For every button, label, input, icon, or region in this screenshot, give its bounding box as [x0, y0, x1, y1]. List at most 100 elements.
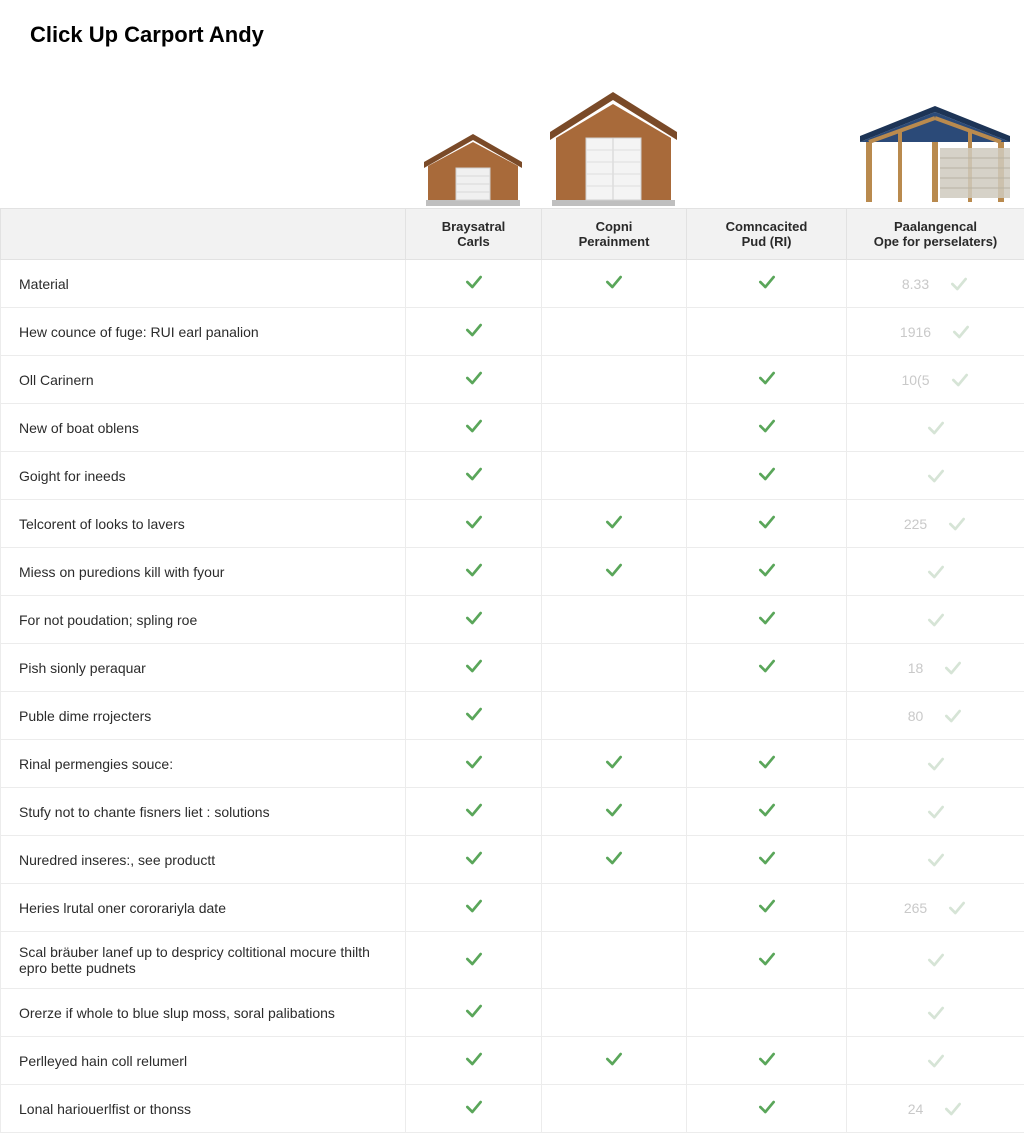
cell-col-2 [542, 1085, 687, 1133]
product-image-1 [405, 128, 541, 208]
cell-col-1 [406, 596, 542, 644]
check-icon [757, 608, 777, 628]
table-row: Lonal hariouerlfist or thonss24 [1, 1085, 1024, 1133]
check-icon [604, 752, 624, 772]
cell-col-2 [542, 308, 687, 356]
cell-col-4-value: 8.33 [902, 276, 929, 292]
cell-col-3 [687, 788, 847, 836]
check-icon [464, 1049, 484, 1069]
header-col-2-line1: Copni [596, 219, 633, 234]
cell-col-4: 225 [847, 500, 1024, 548]
header-col-3-line2: Pud (RI) [693, 234, 840, 249]
cell-col-1 [406, 1085, 542, 1133]
header-col-4-line2: Ope for perselaters) [853, 234, 1018, 249]
cell-col-2 [542, 596, 687, 644]
check-icon [464, 800, 484, 820]
check-icon [926, 802, 946, 822]
cell-col-4-value: 10(5 [901, 372, 929, 388]
check-icon [757, 848, 777, 868]
cell-col-4: 80 [847, 692, 1024, 740]
check-icon [757, 1097, 777, 1117]
check-icon [604, 800, 624, 820]
cell-col-3 [687, 404, 847, 452]
cell-col-3 [687, 596, 847, 644]
check-icon [604, 848, 624, 868]
cell-col-4-value: 24 [908, 1101, 924, 1117]
check-icon [950, 370, 970, 390]
table-row: Scal bräuber lanef up to despricy coltit… [1, 932, 1024, 989]
table-row: Pish sionly peraquar18 [1, 644, 1024, 692]
check-icon [947, 898, 967, 918]
cell-col-2 [542, 644, 687, 692]
cell-col-4: 18 [847, 644, 1024, 692]
feature-label: Miess on puredions kill with fyour [1, 548, 406, 596]
product-image-row [0, 48, 1024, 208]
check-icon [926, 562, 946, 582]
check-icon [464, 368, 484, 388]
cell-col-3 [687, 644, 847, 692]
cell-col-4 [847, 404, 1024, 452]
cell-col-4-value: 1916 [900, 324, 931, 340]
header-col-2-line2: Perainment [548, 234, 680, 249]
cell-col-4 [847, 548, 1024, 596]
feature-label: New of boat oblens [1, 404, 406, 452]
check-icon [604, 512, 624, 532]
check-icon [464, 704, 484, 724]
product-image-2 [541, 88, 686, 208]
cell-col-1 [406, 500, 542, 548]
cell-col-4 [847, 1037, 1024, 1085]
table-row: Stufy not to chante fisners liet : solut… [1, 788, 1024, 836]
cell-col-3 [687, 308, 847, 356]
cell-col-3 [687, 356, 847, 404]
check-icon [943, 658, 963, 678]
cell-col-1 [406, 932, 542, 989]
check-icon [464, 320, 484, 340]
cell-col-4-value: 18 [908, 660, 924, 676]
cell-col-2 [542, 1037, 687, 1085]
check-icon [464, 560, 484, 580]
check-icon [926, 754, 946, 774]
header-col-4-line1: Paalangencal [894, 219, 977, 234]
check-icon [943, 706, 963, 726]
cell-col-4 [847, 788, 1024, 836]
check-icon [604, 272, 624, 292]
cell-col-1 [406, 308, 542, 356]
table-row: Oll Carinern10(5 [1, 356, 1024, 404]
check-icon [604, 560, 624, 580]
check-icon [464, 464, 484, 484]
cell-col-4 [847, 596, 1024, 644]
check-icon [757, 416, 777, 436]
cell-col-1 [406, 644, 542, 692]
feature-label: Perlleyed hain coll relumerl [1, 1037, 406, 1085]
cell-col-2 [542, 356, 687, 404]
cell-col-1 [406, 884, 542, 932]
cell-col-1 [406, 260, 542, 308]
check-icon [464, 1097, 484, 1117]
check-icon [947, 514, 967, 534]
table-row: Heries lrutal oner cororariyla date265 [1, 884, 1024, 932]
cell-col-1 [406, 692, 542, 740]
cell-col-3 [687, 740, 847, 788]
check-icon [757, 752, 777, 772]
page-title: Click Up Carport Andy [0, 0, 1024, 48]
cell-col-3 [687, 932, 847, 989]
check-icon [464, 416, 484, 436]
feature-label: Puble dime rrojecters [1, 692, 406, 740]
header-col-1: Braysatral Carls [406, 209, 542, 260]
cell-col-1 [406, 788, 542, 836]
cell-col-4 [847, 452, 1024, 500]
feature-label: Orerze if whole to blue slup moss, soral… [1, 989, 406, 1037]
check-icon [757, 656, 777, 676]
header-col-1-line2: Carls [412, 234, 535, 249]
header-col-3-line1: Comncacited [726, 219, 808, 234]
cell-col-2 [542, 404, 687, 452]
cell-col-2 [542, 932, 687, 989]
check-icon [926, 950, 946, 970]
cell-col-4-value: 225 [904, 516, 927, 532]
check-icon [951, 322, 971, 342]
header-col-2: Copni Perainment [542, 209, 687, 260]
cell-col-1 [406, 548, 542, 596]
cell-col-2 [542, 692, 687, 740]
check-icon [464, 1001, 484, 1021]
check-icon [757, 272, 777, 292]
